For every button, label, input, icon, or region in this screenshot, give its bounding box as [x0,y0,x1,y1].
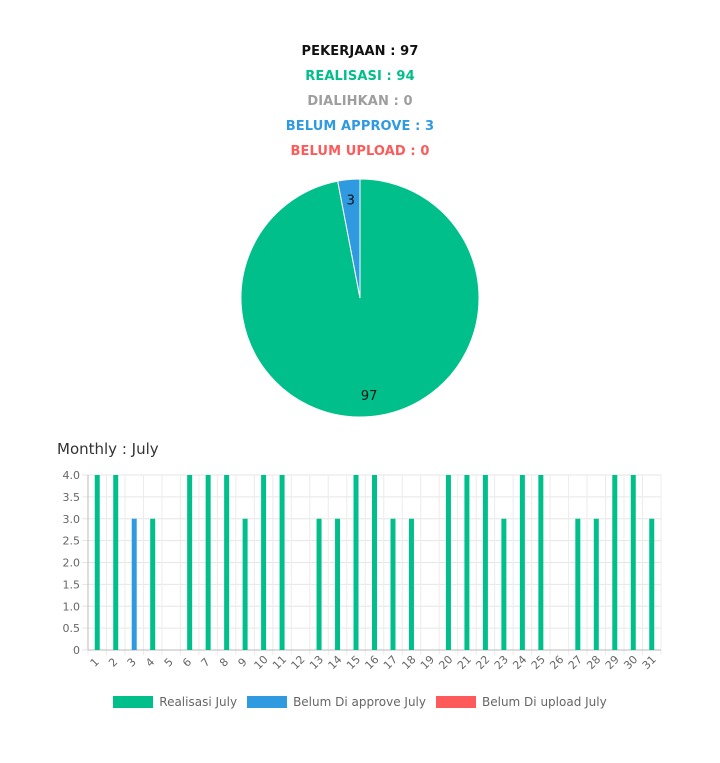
belum-upload-total: BELUM UPLOAD : 0 [290,144,430,159]
bar-20-series-0[interactable] [445,475,451,650]
x-tick-label: 24 [510,653,529,672]
x-tick-label: 13 [307,653,326,672]
y-tick-label: 2.0 [63,557,81,570]
x-tick-label: 19 [418,653,437,672]
x-tick-label: 17 [381,653,400,672]
x-tick-label: 2 [106,655,120,669]
y-tick-label: 0.5 [63,622,81,635]
x-tick-label: 22 [473,653,492,672]
bar-17-series-0[interactable] [390,518,396,650]
legend-item-belum-approve[interactable]: Belum Di approve July [247,695,426,709]
pie-label-97: 97 [361,389,378,404]
legend-label-realisasi: Realisasi July [159,695,238,709]
monthly-title: Monthly : July [57,440,159,458]
dialihkan-total: DIALIHKAN : 0 [307,94,413,109]
bar-2-series-0[interactable] [113,475,119,650]
bar-16-series-0[interactable] [372,475,377,650]
x-tick-label: 14 [326,653,345,672]
x-tick-label: 16 [362,653,381,672]
bar-7-series-0[interactable] [205,475,211,650]
legend-label-belum-upload: Belum Di upload July [482,695,607,709]
legend-swatch-realisasi [113,696,154,708]
y-tick-label: 4.0 [63,469,81,482]
x-tick-label: 31 [640,653,659,672]
bar-legend: Realisasi July Belum Di approve July Bel… [0,695,720,709]
x-tick-label: 7 [199,655,213,669]
bar-3-series-1[interactable] [131,518,137,650]
x-tick-label: 8 [217,655,231,669]
bar-24-series-0[interactable] [519,475,525,650]
x-tick-label: 26 [547,653,566,672]
bar-11-series-0[interactable] [279,475,285,650]
x-tick-label: 30 [621,653,640,672]
bar-10-series-0[interactable] [261,475,267,650]
summary-panel: PEKERJAAN : 97 REALISASI : 94 DIALIHKAN … [0,42,720,167]
x-tick-label: 20 [436,653,455,672]
x-tick-label: 4 [143,655,157,669]
y-tick-label: 1.0 [63,600,81,613]
bar-15-series-0[interactable] [353,475,359,650]
x-tick-label: 9 [236,655,250,669]
y-tick-label: 0 [73,644,80,657]
bar-23-series-0[interactable] [501,518,507,650]
pie-slice-3[interactable] [337,178,361,299]
x-tick-label: 10 [252,653,271,672]
bar-6-series-0[interactable] [187,475,193,650]
bar-chart: 00.51.01.52.02.53.03.54.01 2 3 4 5 6 7 8 9 10 11 12… [63,469,662,672]
y-tick-label: 1.5 [63,578,81,591]
legend-item-realisasi[interactable]: Realisasi July [113,695,237,709]
bar-18-series-0[interactable] [408,518,414,650]
bar-22-series-0[interactable] [482,475,488,650]
x-tick-label: 1 [88,655,102,669]
bar-29-series-0[interactable] [612,475,618,650]
x-tick-label: 18 [399,653,418,672]
x-tick-label: 11 [270,653,289,672]
x-tick-label: 21 [455,653,474,672]
bar-13-series-0[interactable] [316,518,322,650]
y-tick-label: 3.0 [63,513,81,526]
x-tick-label: 28 [584,653,603,672]
x-tick-label: 15 [344,653,363,672]
bar-28-series-0[interactable] [593,518,599,650]
bar-27-series-0[interactable] [575,518,581,650]
x-tick-label: 29 [603,653,622,672]
legend-item-belum-upload[interactable]: Belum Di upload July [436,695,607,709]
bar-8-series-0[interactable] [224,475,230,650]
x-tick-label: 25 [529,653,548,672]
legend-swatch-belum-approve [247,696,288,708]
bar-25-series-0[interactable] [538,475,544,650]
y-tick-label: 3.5 [63,491,81,504]
bar-31-series-0[interactable] [649,518,655,650]
x-tick-label: 6 [180,655,194,669]
x-tick-label: 27 [566,653,585,672]
pie-label-3: 3 [347,194,355,209]
legend-label-belum-approve: Belum Di approve July [293,695,426,709]
y-tick-label: 2.5 [63,535,81,548]
bar-21-series-0[interactable] [464,475,470,650]
pie-chart: 97 3 [240,178,480,418]
x-tick-label: 12 [289,653,308,672]
pekerjaan-total: PEKERJAAN : 97 [301,44,419,59]
bar-9-series-0[interactable] [242,518,248,650]
x-tick-label: 23 [492,653,511,672]
x-tick-label: 5 [162,655,176,669]
x-tick-label: 3 [125,655,139,669]
bar-4-series-0[interactable] [150,518,156,650]
realisasi-total: REALISASI : 94 [305,69,415,84]
bar-30-series-0[interactable] [630,475,636,650]
legend-swatch-belum-upload [436,696,476,708]
bar-1-series-0[interactable] [94,475,100,650]
bar-14-series-0[interactable] [335,518,341,650]
belum-approve-total: BELUM APPROVE : 3 [285,119,435,134]
